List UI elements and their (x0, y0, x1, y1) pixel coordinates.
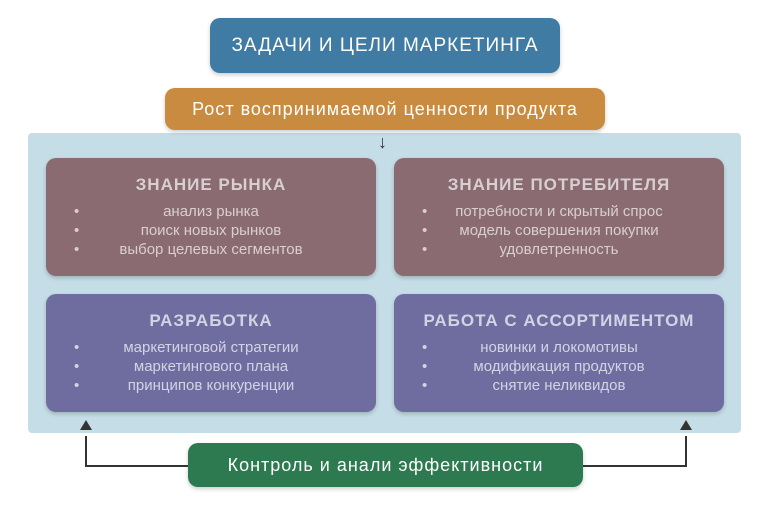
title-box: ЗАДАЧИ И ЦЕЛИ МАРКЕТИНГА (210, 18, 560, 73)
subtitle-box: Рост воспринимаемой ценности продукта (165, 88, 605, 130)
feedback-horizontal-right (583, 465, 687, 467)
arrowhead-up-right-icon (680, 420, 692, 430)
quadrant-item: новинки и локомотивы (414, 339, 704, 356)
feedback-horizontal-left (85, 465, 188, 467)
quadrant-title: РАБОТА С АССОРТИМЕНТОМ (424, 311, 695, 331)
quadrant-item: маркетинговой стратегии (66, 339, 356, 356)
quadrant-development: РАЗРАБОТКАмаркетинговой стратегиимаркети… (46, 294, 376, 412)
quadrant-item: модель совершения покупки (414, 222, 704, 239)
quadrant-item: модификация продуктов (414, 358, 704, 375)
quadrant-item-list: потребности и скрытый спрос модель соверш… (402, 201, 716, 260)
quadrant-item-list: маркетинговой стратегии маркетингового пл… (54, 337, 368, 396)
feedback-line-left (85, 436, 87, 465)
quadrant-item-list: анализ рынка поиск новых рынков выбор целе… (54, 201, 368, 260)
arrowhead-up-left-icon (80, 420, 92, 430)
quadrant-item: поиск новых рынков (66, 222, 356, 239)
quadrant-item: потребности и скрытый спрос (414, 203, 704, 220)
quadrant-item: удовлетренность (414, 241, 704, 258)
quadrant-item: принципов конкуренции (66, 377, 356, 394)
feedback-line-right (685, 436, 687, 465)
subtitle-label: Рост воспринимаемой ценности продукта (192, 99, 578, 120)
title-label: ЗАДАЧИ И ЦЕЛИ МАРКЕТИНГА (231, 35, 538, 57)
quadrant-market-knowledge: ЗНАНИЕ РЫНКА анализ рынка поиск новых рынк… (46, 158, 376, 276)
quadrant-assortment: РАБОТА С АССОРТИМЕНТОМ новинки и локомоти… (394, 294, 724, 412)
quadrant-item: маркетингового плана (66, 358, 356, 375)
quadrant-title: РАЗРАБОТКА (149, 311, 272, 331)
quadrant-item: снятие неликвидов (414, 377, 704, 394)
bottom-box: Контроль и анали эффективности (188, 443, 583, 487)
quadrant-consumer-knowledge: ЗНАНИЕ ПОТРЕБИТЕЛЯ потребности и скрытый … (394, 158, 724, 276)
quadrant-title: ЗНАНИЕ ПОТРЕБИТЕЛЯ (448, 175, 671, 195)
quadrant-item: анализ рынка (66, 203, 356, 220)
bottom-label: Контроль и анали эффективности (228, 455, 544, 476)
quadrant-title: ЗНАНИЕ РЫНКА (136, 175, 287, 195)
arrow-down-icon: ↓ (378, 133, 387, 151)
quadrant-item: выбор целевых сегментов (66, 241, 356, 258)
quadrant-item-list: новинки и локомотивы модификация продукто… (402, 337, 716, 396)
